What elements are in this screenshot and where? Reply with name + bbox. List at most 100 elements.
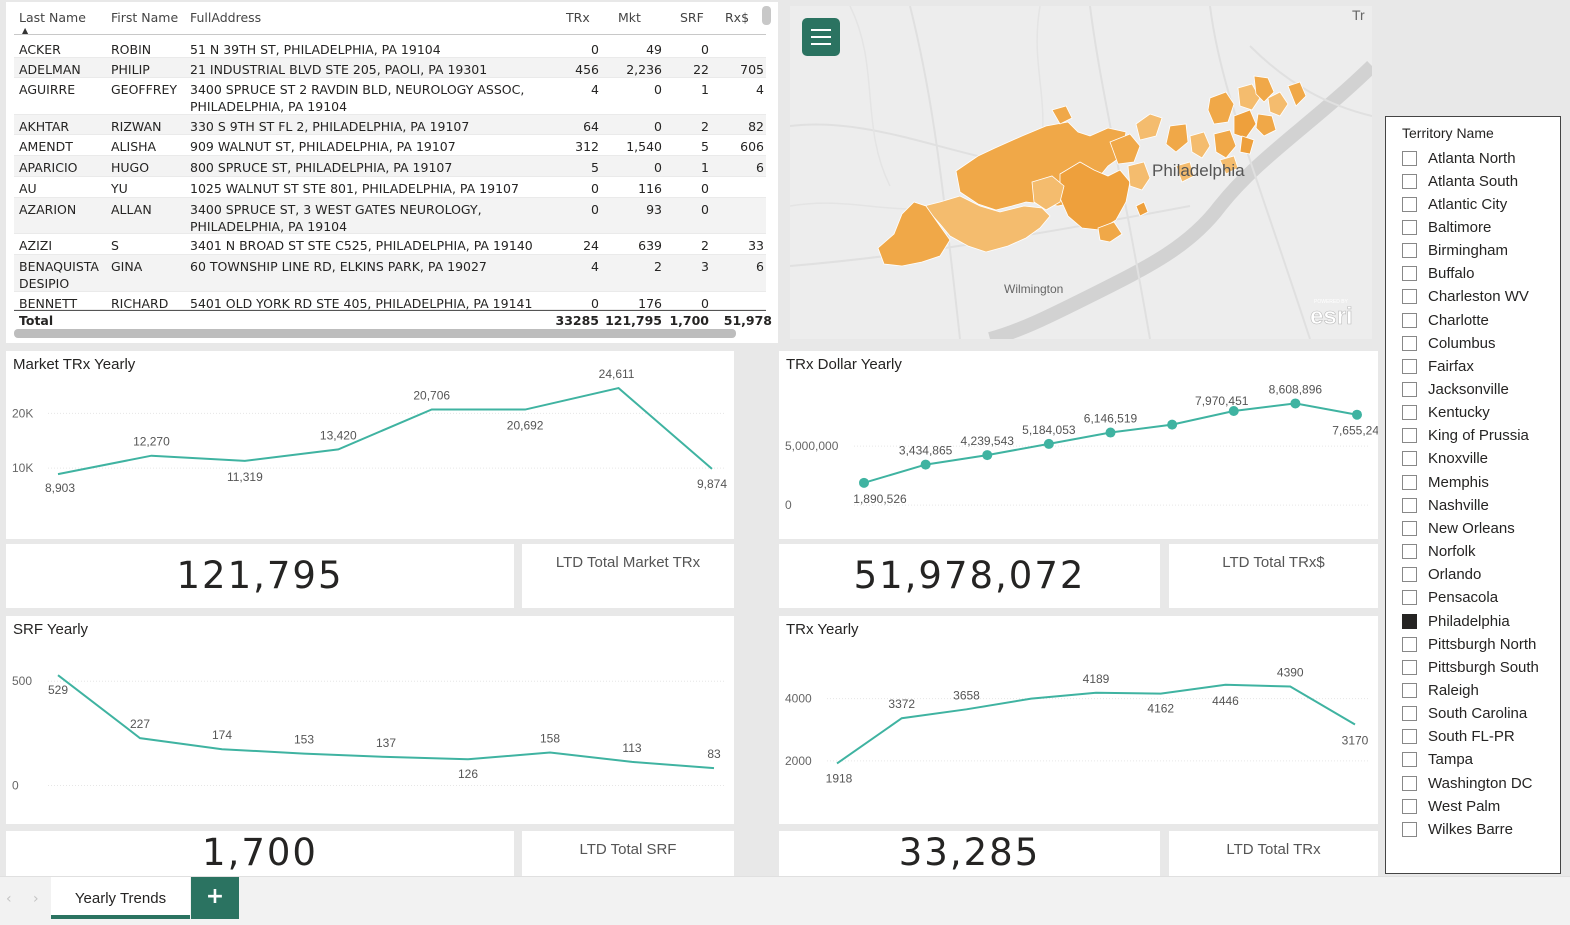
chevron-left-icon[interactable]: ‹	[6, 891, 12, 907]
checkbox-icon[interactable]	[1402, 821, 1417, 837]
slicer-item[interactable]: Orlando	[1402, 564, 1481, 586]
checkbox-icon[interactable]	[1402, 497, 1417, 513]
checkbox-icon[interactable]	[1402, 382, 1417, 397]
slicer-item[interactable]: Atlantic City	[1402, 193, 1507, 215]
slicer-item[interactable]: South FL-PR	[1402, 726, 1515, 748]
data-point[interactable]	[1043, 438, 1054, 449]
checkbox-icon[interactable]	[1402, 358, 1417, 374]
checkbox-icon[interactable]	[1402, 520, 1417, 536]
table-row[interactable]: AKHTAR RIZWAN 330 S 9TH ST FL 2, PHILADELP…	[14, 115, 766, 135]
add-page-button[interactable]: +	[191, 877, 239, 919]
table-row[interactable]: APARICIO HUGO 800 SPRUCE ST, PHILADELPHIA,…	[14, 156, 766, 177]
slicer-item[interactable]: Fairfax	[1402, 355, 1474, 377]
hamburger-menu-icon[interactable]	[802, 18, 840, 56]
slicer-item[interactable]: Nashville	[1402, 494, 1489, 516]
slicer-item[interactable]: Jacksonville	[1402, 379, 1509, 401]
data-point[interactable]	[1105, 427, 1116, 438]
slicer-item[interactable]: King of Prussia	[1402, 425, 1529, 447]
checkbox-icon[interactable]	[1402, 219, 1417, 235]
data-point[interactable]	[1290, 398, 1301, 409]
data-point[interactable]	[1167, 419, 1178, 430]
slicer-item[interactable]: Charleston WV	[1402, 286, 1529, 308]
checkbox-icon[interactable]	[1402, 243, 1417, 259]
slicer-item[interactable]: Birmingham	[1402, 240, 1508, 262]
table-row[interactable]: AMENDT ALISHA 909 WALNUT ST, PHILADELPHIA,…	[14, 135, 766, 156]
territory-map[interactable]: Philadelphia Wilmington Tr POWERED BY es…	[790, 6, 1372, 339]
checkbox-icon[interactable]	[1402, 405, 1417, 421]
checkbox-icon[interactable]	[1402, 636, 1417, 652]
chevron-right-icon[interactable]: ›	[33, 891, 39, 907]
column-header-first-name[interactable]: First Name	[111, 10, 179, 25]
slicer-item-label: Charleston WV	[1428, 288, 1529, 306]
column-header-mkt[interactable]: Mkt	[618, 10, 641, 25]
slicer-item[interactable]: Tampa	[1402, 749, 1473, 771]
cell-mkt: 1,540	[626, 139, 662, 154]
table-row[interactable]: ACKER ROBIN 51 N 39TH ST, PHILADELPHIA, PA…	[14, 38, 766, 58]
checkbox-icon[interactable]	[1402, 312, 1417, 328]
slicer-item[interactable]: Columbus	[1402, 332, 1496, 354]
slicer-item[interactable]: New Orleans	[1402, 517, 1515, 539]
checkbox-icon[interactable]	[1402, 729, 1417, 745]
slicer-item[interactable]: Buffalo	[1402, 263, 1474, 285]
slicer-item[interactable]: Philadelphia	[1402, 610, 1510, 632]
checkbox-icon[interactable]	[1402, 173, 1417, 189]
tab-yearly-trends[interactable]: Yearly Trends	[51, 877, 190, 919]
checkbox-icon[interactable]	[1402, 613, 1417, 629]
slicer-item[interactable]: Wilkes Barre	[1402, 818, 1513, 840]
vertical-scrollbar[interactable]	[762, 6, 771, 25]
data-point[interactable]	[982, 450, 993, 461]
checkbox-icon[interactable]	[1402, 706, 1417, 722]
slicer-item[interactable]: Charlotte	[1402, 309, 1489, 331]
slicer-item[interactable]: Kentucky	[1402, 402, 1490, 424]
column-header-full-address[interactable]: FullAddress	[190, 10, 262, 25]
data-point[interactable]	[1228, 405, 1239, 416]
slicer-item[interactable]: West Palm	[1402, 795, 1500, 817]
checkbox-icon[interactable]	[1402, 289, 1417, 305]
checkbox-icon[interactable]	[1402, 474, 1417, 490]
checkbox-icon[interactable]	[1402, 682, 1417, 698]
table-row[interactable]: AU YU 1025 WALNUT ST STE 801, PHILADELPHIA…	[14, 177, 766, 198]
checkbox-icon[interactable]	[1402, 451, 1417, 467]
territory-regions[interactable]	[877, 75, 1307, 267]
slicer-item[interactable]: Baltimore	[1402, 216, 1491, 238]
checkbox-icon[interactable]	[1402, 428, 1417, 444]
sort-ascending-icon[interactable]: ▲	[22, 26, 29, 35]
checkbox-icon[interactable]	[1402, 590, 1417, 606]
checkbox-icon[interactable]	[1402, 659, 1417, 675]
data-point[interactable]	[1352, 409, 1362, 420]
slicer-item[interactable]: Knoxville	[1402, 448, 1488, 470]
checkbox-icon[interactable]	[1402, 775, 1417, 791]
checkbox-icon[interactable]	[1402, 798, 1417, 814]
data-point[interactable]	[920, 459, 931, 470]
slicer-item[interactable]: Atlanta North	[1402, 147, 1516, 169]
table-row[interactable]: ADELMAN PHILIP 21 INDUSTRIAL BLVD STE 205,…	[14, 58, 766, 78]
slicer-item[interactable]: Memphis	[1402, 471, 1489, 493]
slicer-item[interactable]: Norfolk	[1402, 541, 1476, 563]
checkbox-icon[interactable]	[1402, 150, 1417, 166]
slicer-item[interactable]: Atlanta South	[1402, 170, 1518, 192]
slicer-item[interactable]: Pensacola	[1402, 587, 1498, 609]
table-row[interactable]: AZIZI S 3401 N BROAD ST STE C525, PHILADEL…	[14, 234, 766, 255]
column-header-trx[interactable]: TRx	[566, 10, 590, 25]
checkbox-icon[interactable]	[1402, 335, 1417, 351]
slicer-item[interactable]: Pittsburgh South	[1402, 656, 1539, 678]
data-point[interactable]	[859, 477, 869, 488]
checkbox-icon[interactable]	[1402, 196, 1417, 212]
checkbox-icon[interactable]	[1402, 544, 1417, 560]
slicer-item[interactable]: Raleigh	[1402, 679, 1479, 701]
slicer-item[interactable]: South Carolina	[1402, 703, 1527, 725]
horizontal-scrollbar[interactable]	[14, 329, 736, 338]
column-header-srf[interactable]: SRF	[680, 10, 704, 25]
checkbox-icon[interactable]	[1402, 266, 1417, 282]
table-row[interactable]: BENNETT RICHARD 5401 OLD YORK RD STE 405, …	[14, 292, 766, 311]
table-row[interactable]: AZARION ALLAN 3400 SPRUCE ST, 3 WEST GATES…	[14, 198, 766, 234]
column-header-last-name[interactable]: Last Name	[19, 10, 86, 25]
slicer-item[interactable]: Pittsburgh North	[1402, 633, 1536, 655]
checkbox-icon[interactable]	[1402, 567, 1417, 583]
checkbox-icon[interactable]	[1402, 752, 1417, 768]
column-header-rx-dollars[interactable]: Rx$	[725, 10, 750, 25]
table-row[interactable]: AGUIRRE GEOFFREY 3400 SPRUCE ST 2 RAVDIN B…	[14, 78, 766, 115]
territory-slicer: Territory Name Atlanta North Atlanta Sout…	[1385, 116, 1561, 874]
slicer-item[interactable]: Washington DC	[1402, 772, 1533, 794]
table-row[interactable]: BENAQUISTA DESIPIO GINA 60 TOWNSHIP LINE R…	[14, 255, 766, 292]
